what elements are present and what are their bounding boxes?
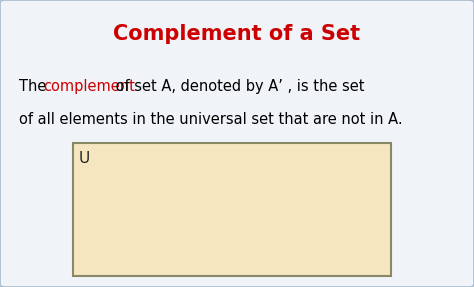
Text: A: A bbox=[276, 201, 290, 218]
Text: The: The bbox=[19, 79, 51, 94]
Text: complement: complement bbox=[44, 79, 136, 94]
Ellipse shape bbox=[218, 157, 323, 262]
Text: A’: A’ bbox=[144, 201, 162, 218]
Text: of all elements in the universal set that are not in A.: of all elements in the universal set tha… bbox=[19, 112, 402, 127]
Text: U: U bbox=[78, 151, 90, 166]
Text: of set A, denoted by A’ , is the set: of set A, denoted by A’ , is the set bbox=[111, 79, 365, 94]
Text: Complement of a Set: Complement of a Set bbox=[113, 24, 361, 44]
